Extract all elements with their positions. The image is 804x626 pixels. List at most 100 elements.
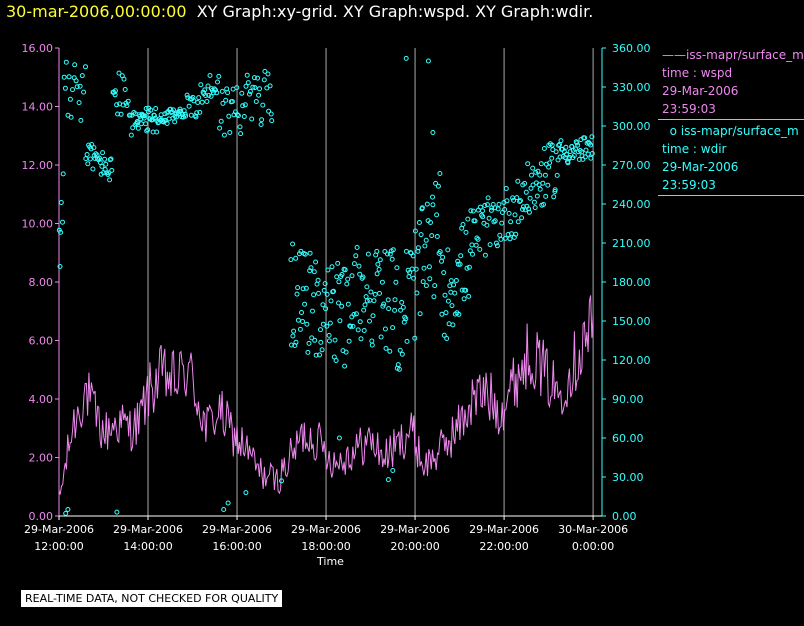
wdir-point (364, 298, 370, 304)
wdir-point (141, 115, 147, 121)
legend: ——iss-mapr/surface_m time : wspd 29-Mar-… (658, 46, 804, 198)
wdir-point (225, 90, 231, 96)
wdir-point (445, 298, 451, 304)
left-tick-label: 6.00 (29, 335, 54, 348)
wdir-point (186, 103, 192, 109)
wdir-point (211, 86, 217, 92)
wdir-point (177, 106, 183, 112)
wdir-point (336, 435, 342, 441)
wdir-point (245, 80, 251, 86)
wdir-point (294, 291, 300, 297)
wdir-point (242, 102, 248, 108)
wdir-point (473, 242, 479, 248)
wdir-point (385, 297, 391, 303)
wdir-point (392, 307, 398, 313)
wdir-point (303, 285, 309, 291)
wdir-point (426, 264, 432, 270)
wdir-point (310, 308, 315, 314)
wdir-point (589, 134, 595, 140)
wdir-point (336, 279, 342, 285)
wdir-point (353, 311, 359, 317)
wdir-point (399, 351, 405, 357)
wdir-point (63, 59, 69, 65)
wdir-point (61, 74, 67, 80)
wdir-point (239, 90, 245, 96)
wdir-point (522, 180, 528, 186)
wdir-point (311, 269, 317, 275)
wdir-point (196, 95, 202, 101)
wdir-point (124, 103, 130, 109)
left-tick-label: 16.00 (22, 42, 54, 55)
x-tick-date: 29-Mar-2006 (202, 523, 272, 536)
wdir-point (538, 161, 544, 167)
wdir-point (580, 156, 586, 162)
wdir-point (463, 287, 469, 293)
wdir-point (90, 166, 96, 172)
right-tick-label: 0.00 (612, 510, 637, 523)
wdir-point (202, 87, 208, 93)
x-tick-date: 29-Mar-2006 (291, 523, 361, 536)
wdir-point (543, 193, 549, 199)
wdir-point (151, 113, 157, 118)
wdir-point (333, 358, 339, 363)
wdir-point (214, 90, 220, 96)
wdir-point (472, 218, 478, 224)
x-tick-time: 18:00:00 (301, 540, 350, 553)
wdir-point (66, 74, 72, 80)
wdir-point (307, 250, 313, 256)
wdir-point (332, 337, 338, 343)
wdir-point (430, 130, 436, 135)
wdir-point (243, 490, 249, 496)
wdir-point (428, 220, 433, 225)
wdir-point (57, 264, 63, 269)
wspd-series-line (58, 295, 594, 495)
left-tick-label: 0.00 (29, 510, 54, 523)
wdir-point (422, 243, 428, 249)
wdir-point (313, 259, 319, 265)
wdir-point (77, 83, 83, 89)
wdir-point (108, 156, 114, 162)
wdir-point (304, 321, 310, 327)
wdir-point (583, 147, 589, 153)
wdir-point (427, 276, 433, 282)
left-tick-label: 14.00 (22, 101, 54, 114)
wdir-point (488, 207, 494, 213)
wdir-point (344, 281, 350, 287)
wdir-point (85, 161, 91, 167)
wdir-point (318, 327, 323, 333)
wdir-point (364, 284, 370, 290)
wdir-point (468, 208, 474, 214)
wdir-point (424, 201, 430, 207)
x-tick-date: 30-Mar-2006 (558, 523, 628, 536)
wdir-point (208, 93, 214, 99)
wdir-point (444, 336, 450, 341)
wdir-point (174, 114, 180, 120)
wdir-point (369, 338, 375, 344)
wdir-point (363, 294, 369, 300)
wdir-point (541, 146, 547, 151)
wdir-point (417, 311, 423, 317)
wdir-point (215, 79, 220, 85)
wdir-point (527, 195, 533, 201)
wdir-point (62, 85, 68, 91)
wdir-point (317, 352, 322, 358)
wdir-point (118, 111, 124, 117)
wdir-point (588, 155, 594, 161)
wdir-point (234, 112, 240, 118)
wdir-point (389, 256, 395, 262)
wdir-point (172, 119, 178, 125)
wdir-point (360, 274, 366, 280)
wdir-point (494, 243, 500, 249)
x-tick-date: 29-Mar-2006 (380, 523, 450, 536)
wdir-point (346, 338, 352, 344)
wdir-point (256, 92, 262, 98)
wdir-point (279, 478, 284, 484)
x-tick-time: 14:00:00 (123, 540, 172, 553)
wdir-point (235, 113, 241, 119)
right-tick-label: 60.00 (612, 432, 644, 445)
wdir-point (79, 73, 85, 79)
wdir-point (267, 83, 273, 89)
legend-wspd-time: 23:59:03 (662, 102, 716, 116)
wdir-point (554, 172, 560, 178)
